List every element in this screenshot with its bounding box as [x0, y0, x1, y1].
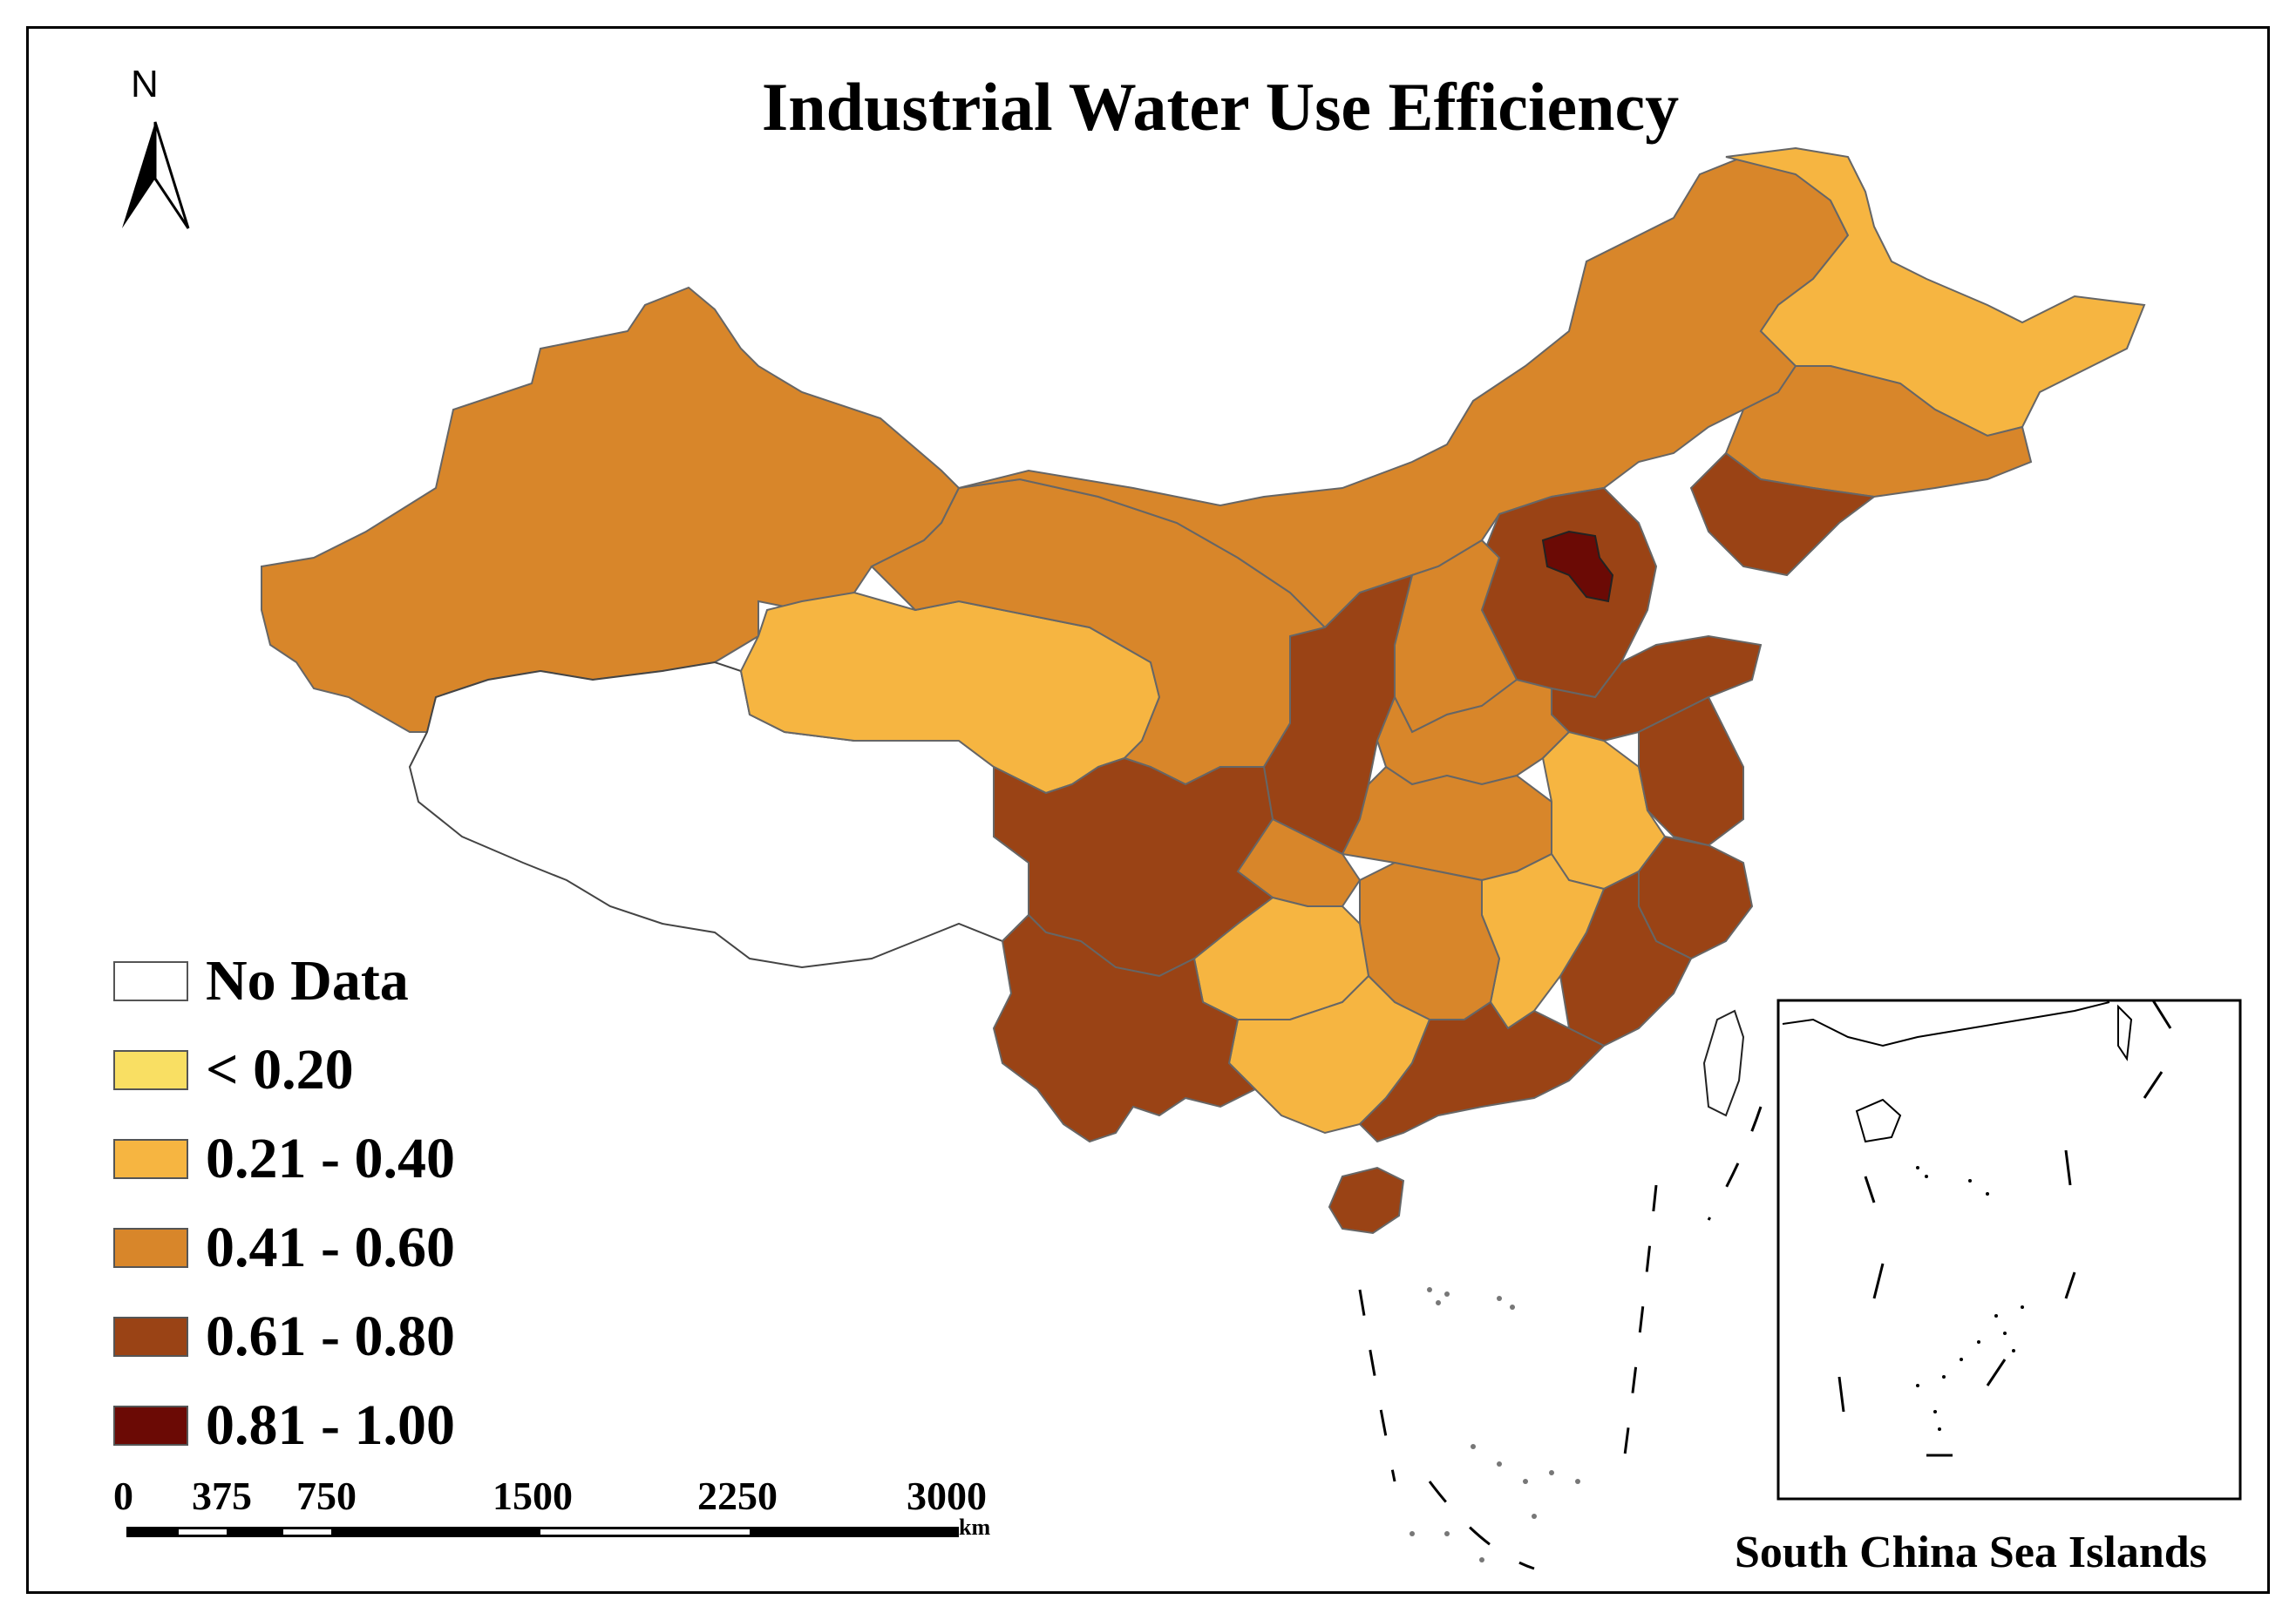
legend-swatch: [113, 1139, 188, 1179]
scale-unit: km: [959, 1515, 991, 1540]
legend-label: 0.21 - 0.40: [206, 1127, 455, 1190]
north-arrow-icon: [122, 121, 190, 229]
legend-item: 0.61 - 0.80: [113, 1292, 455, 1381]
legend-swatch: [113, 1228, 188, 1268]
north-label: N: [131, 63, 159, 105]
region-heilongjiang[interactable]: [1725, 146, 2146, 437]
south-sea-islands: [1410, 1287, 1580, 1562]
legend-swatch: [113, 1317, 188, 1357]
legend-swatch: [113, 1406, 188, 1446]
region-jiangsu[interactable]: [1638, 695, 1744, 847]
map-frame: [26, 26, 2270, 1594]
legend-item: < 0.20: [113, 1026, 455, 1115]
map-title: Industrial Water Use Efficiency: [761, 69, 1680, 145]
legend-item: No Data: [113, 937, 455, 1026]
legend-item: 0.21 - 0.40: [113, 1115, 455, 1203]
legend: No Data < 0.20 0.21 - 0.40 0.41 - 0.60 0…: [113, 937, 455, 1470]
legend-item: 0.41 - 0.60: [113, 1203, 455, 1292]
inset-caption: South China Sea Islands: [1735, 1528, 2207, 1577]
scale-bar: [126, 1527, 959, 1537]
region-beijing[interactable]: [1541, 530, 1614, 603]
region-hainan[interactable]: [1328, 1166, 1405, 1235]
region-liaoning[interactable]: [1689, 451, 1877, 577]
region-yunnan[interactable]: [992, 913, 1257, 1143]
scale-tick-label: 1500: [492, 1474, 573, 1518]
region-taiwan[interactable]: [1702, 1009, 1745, 1117]
region-guangdong[interactable]: [1358, 1000, 1606, 1143]
legend-swatch: [113, 961, 188, 1001]
scale-tick-label: 3000: [907, 1474, 987, 1518]
legend-label: No Data: [206, 949, 409, 1013]
legend-label: 0.61 - 0.80: [206, 1305, 455, 1368]
region-hubei[interactable]: [1341, 765, 1552, 882]
maritime-boundary: [1358, 1106, 1763, 1570]
scale-tick-label: 2250: [697, 1474, 778, 1518]
scale-tick-label: 750: [296, 1474, 357, 1518]
legend-label: 0.81 - 1.00: [206, 1393, 455, 1457]
scale-tick-label: 375: [192, 1474, 252, 1518]
inset-map: [1776, 999, 2242, 1501]
legend-item: 0.81 - 1.00: [113, 1381, 455, 1470]
scale-tick-label: 0: [113, 1474, 133, 1518]
legend-swatch: [113, 1050, 188, 1090]
legend-label: 0.41 - 0.60: [206, 1216, 455, 1279]
legend-label: < 0.20: [206, 1038, 354, 1101]
